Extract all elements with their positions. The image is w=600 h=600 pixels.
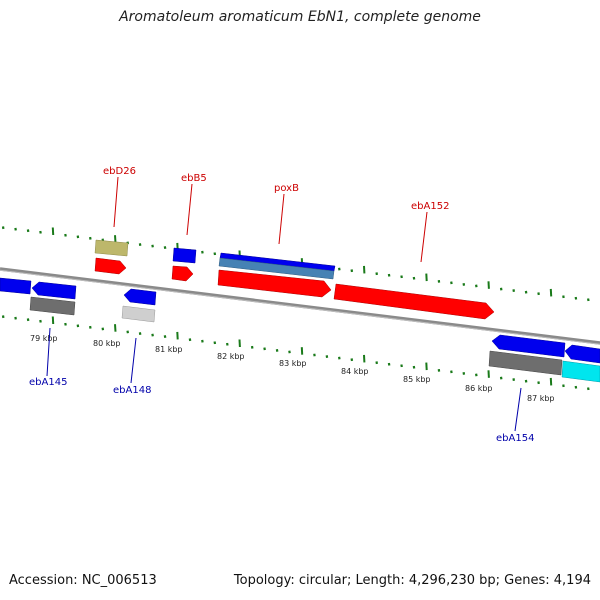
- kbp-label: 80 kbp: [93, 339, 121, 348]
- gene-feature[interactable]: [561, 360, 600, 383]
- gene-feature[interactable]: [172, 247, 197, 264]
- gene-arrow[interactable]: [217, 269, 332, 298]
- genome-summary-text: Topology: circular; Length: 4,296,230 bp…: [233, 573, 591, 588]
- gene-feature[interactable]: [218, 257, 335, 280]
- forward-strand-genes: [94, 257, 495, 320]
- gene-feature[interactable]: [121, 305, 156, 323]
- gene-arrow[interactable]: [31, 281, 77, 300]
- gene-feature[interactable]: [94, 239, 129, 257]
- minor-tick: [163, 246, 167, 250]
- gene-arrow[interactable]: [564, 344, 600, 364]
- forward-feature-track: [94, 239, 336, 280]
- gene-label-reverse: ebA148: [113, 385, 151, 396]
- gene-label-forward: ebA152: [411, 201, 449, 212]
- kbp-label: 85 kbp: [403, 375, 431, 384]
- reverse-strand-genes: [0, 277, 600, 383]
- kbp-scale: 79 kbp 80 kbp 81 kbp 82 kbp 83 kbp 84 kb…: [30, 334, 555, 403]
- kbp-label: 84 kbp: [341, 367, 369, 376]
- kbp-label: 79 kbp: [30, 334, 58, 343]
- gene-arrow[interactable]: [491, 334, 566, 358]
- gene-feature[interactable]: [488, 350, 563, 376]
- genome-backbone: [0, 267, 600, 345]
- kbp-label: 81 kbp: [155, 345, 183, 354]
- gene-label-reverse: ebA145: [29, 377, 67, 388]
- gene-arrow[interactable]: [171, 265, 194, 282]
- gene-feature[interactable]: [29, 296, 76, 316]
- gene-arrow[interactable]: [0, 277, 32, 295]
- gene-arrow[interactable]: [123, 288, 157, 306]
- accession-text: Accession: NC_006513: [9, 573, 157, 588]
- kbp-label: 82 kbp: [217, 352, 245, 361]
- kbp-label: 87 kbp: [527, 394, 555, 403]
- kbp-label: 83 kbp: [279, 359, 307, 368]
- gene-label-reverse: ebA154: [496, 433, 534, 444]
- major-tick: [114, 324, 117, 332]
- gene-label-forward: ebD26: [103, 166, 136, 177]
- gene-arrow[interactable]: [333, 283, 495, 320]
- gene-arrow[interactable]: [94, 257, 127, 275]
- major-tick: [114, 235, 117, 243]
- gene-label-forward: poxB: [274, 183, 299, 194]
- gene-label-forward: ebB5: [181, 173, 207, 184]
- gene-labels: ebD26 ebB5 poxB ebA152 ebA145 ebA148 ebA…: [29, 166, 534, 444]
- gene-label-leaders: [46, 176, 522, 432]
- map-title: Aromatoleum aromaticum EbN1, complete ge…: [119, 9, 481, 25]
- lower-tick-track: [1, 315, 590, 391]
- kbp-label: 86 kbp: [465, 384, 493, 393]
- minor-tick: [163, 335, 167, 339]
